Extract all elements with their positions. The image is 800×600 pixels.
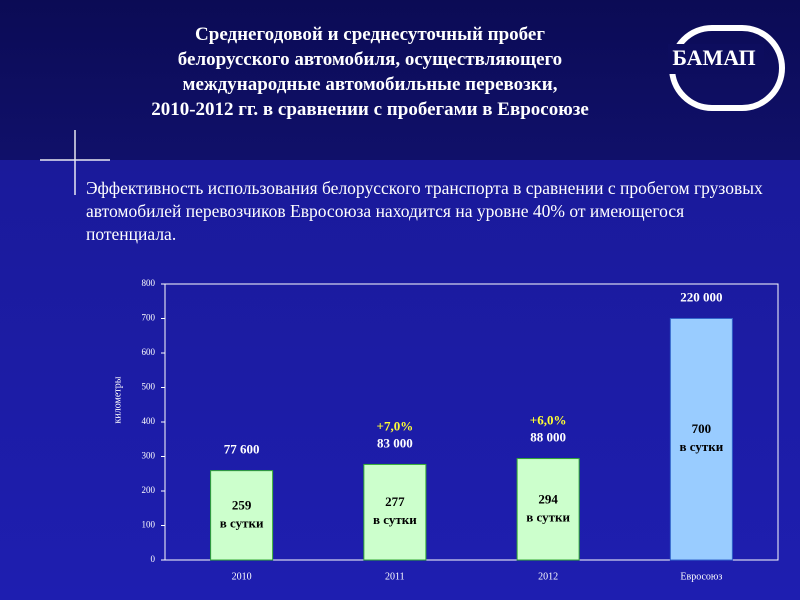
title-line: белорусского автомобиля, осуществляющего xyxy=(177,49,563,70)
growth-label: +6,0% xyxy=(530,413,567,428)
title-line: 2010-2012 гг. в сравнении с пробегами в … xyxy=(151,99,589,120)
title-line: Среднегодовой и среднесуточный пробег xyxy=(195,24,545,45)
annual-label: 220 000 xyxy=(680,289,722,304)
x-tick-label: 2010 xyxy=(232,571,252,582)
bar xyxy=(363,463,427,561)
y-tick-label: 600 xyxy=(142,347,156,357)
title-line: международные автомобильные перевозки, xyxy=(182,74,558,95)
logo-text: БАМАП xyxy=(672,45,755,70)
body-text: Эффективность использования белорусского… xyxy=(86,178,763,244)
y-tick-label: 0 xyxy=(151,554,156,564)
value-label: 700 xyxy=(692,421,712,436)
y-tick-label: 500 xyxy=(142,382,156,392)
value-label: 294 xyxy=(538,491,558,506)
annual-label: 77 600 xyxy=(224,442,260,457)
y-tick-label: 800 xyxy=(142,278,156,288)
x-tick-label: 2012 xyxy=(538,571,558,582)
flare xyxy=(40,130,110,195)
value-unit: в сутки xyxy=(680,439,724,454)
x-tick-label: 2011 xyxy=(385,571,405,582)
value-unit: в сутки xyxy=(373,512,417,527)
y-tick-label: 400 xyxy=(142,416,156,426)
y-tick-label: 300 xyxy=(142,451,156,461)
value-unit: в сутки xyxy=(526,509,570,524)
logo: БАМАП xyxy=(668,25,785,111)
value-unit: в сутки xyxy=(220,515,264,530)
y-tick-label: 200 xyxy=(142,485,156,495)
bar xyxy=(516,458,580,561)
slide-title: Среднегодовой и среднесуточный пробег бе… xyxy=(60,22,680,122)
annual-label: 88 000 xyxy=(530,430,566,445)
bar xyxy=(210,470,274,561)
bar xyxy=(669,318,733,561)
y-tick-label: 100 xyxy=(142,520,156,530)
value-label: 259 xyxy=(232,497,252,512)
annual-label: 83 000 xyxy=(377,435,413,450)
value-label: 277 xyxy=(385,494,405,509)
y-tick-label: 700 xyxy=(142,313,156,323)
y-axis-label: километры xyxy=(112,376,123,423)
x-tick-label: Евросоюз xyxy=(680,571,722,582)
growth-label: +7,0% xyxy=(377,418,414,433)
